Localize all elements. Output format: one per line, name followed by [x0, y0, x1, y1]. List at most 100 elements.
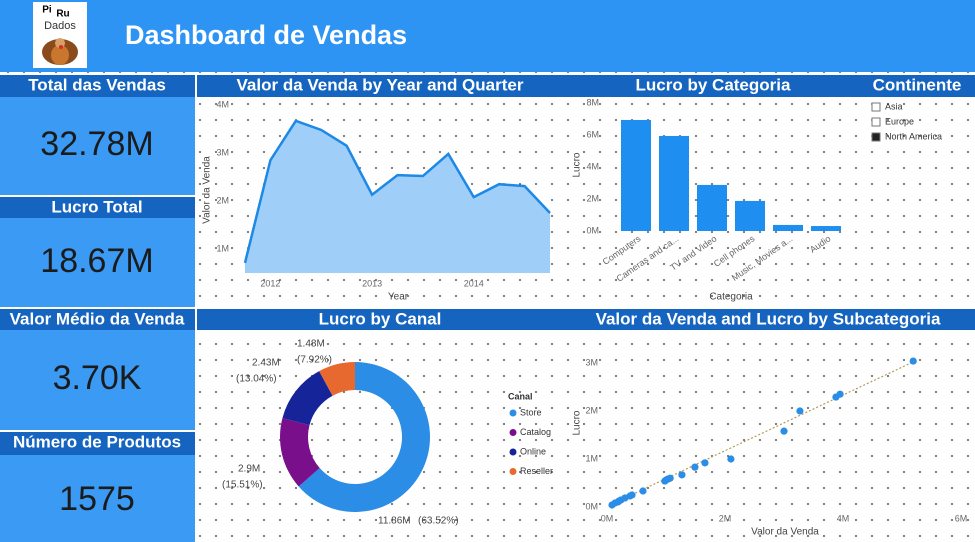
axis-title: Lucro	[572, 152, 583, 177]
kpi-panel	[0, 218, 195, 307]
y-tick-label: 4M	[216, 99, 229, 109]
slice	[298, 361, 430, 512]
x-tick-label: 2012	[260, 278, 280, 288]
data-label: (13.04%)	[236, 374, 277, 385]
legend-dot	[509, 468, 517, 475]
y-tick-label: 2M	[586, 193, 599, 203]
logo-text: Ru	[56, 9, 69, 20]
axis-title: Categoria	[709, 292, 753, 303]
checkbox[interactable]	[871, 102, 881, 112]
turkey-body	[51, 45, 69, 65]
x-tick-label: 4M	[837, 513, 850, 523]
legend-title: Canal	[508, 391, 533, 401]
checkbox[interactable]	[871, 117, 881, 127]
logo-text: Dados	[44, 20, 76, 32]
legend-label: Catalog	[520, 427, 551, 437]
bar	[659, 135, 689, 231]
kpi-header	[0, 75, 195, 97]
point	[639, 487, 647, 495]
checkbox[interactable]	[871, 132, 881, 142]
slicer-item[interactable]: Europe	[885, 116, 914, 126]
y-tick-label: 2M	[216, 195, 229, 205]
slice	[280, 418, 320, 487]
kpi-header	[0, 197, 195, 218]
bar	[773, 224, 803, 231]
x-tick-label: 0M	[601, 513, 614, 523]
axis-title: Lucro	[572, 410, 583, 435]
point	[691, 463, 699, 471]
data-label: (15.51%)	[222, 480, 263, 491]
y-tick-label: 8M	[586, 97, 599, 107]
legend-label: Reseller	[520, 466, 553, 476]
kpi-value: 32.78M	[40, 125, 153, 163]
slicer-item[interactable]: North America	[885, 131, 942, 141]
y-tick-label: 3M	[216, 147, 229, 157]
chart-title: Lucro by Canal	[319, 309, 442, 328]
point	[628, 491, 636, 499]
chart-title: Lucro by Categoria	[636, 75, 791, 94]
chart-title: Valor da Venda and Lucro by Subcategoria	[596, 309, 941, 328]
slice	[319, 362, 355, 396]
kpi-panel	[0, 97, 195, 195]
data-label: (63.52%)	[418, 516, 459, 527]
slice	[282, 371, 333, 426]
logo: Pi Ru Dados	[33, 2, 87, 68]
data-label: 2.9M	[238, 464, 260, 475]
bar	[697, 184, 727, 231]
y-tick-label: 2M	[585, 405, 598, 415]
kpi-header	[0, 432, 195, 455]
section-header	[197, 309, 975, 330]
data-label: (7.92%)	[297, 355, 332, 366]
slicer-item[interactable]: Asia	[885, 101, 903, 111]
strips	[0, 75, 975, 542]
x-tick-label: 2013	[362, 278, 382, 288]
turkey-wattle	[59, 45, 63, 49]
point	[780, 427, 788, 435]
bar	[735, 200, 765, 231]
legend-label: Store	[520, 407, 542, 417]
point	[796, 407, 804, 415]
slicer-title: Continente	[873, 75, 962, 94]
axis-title: Valor da Venda	[751, 527, 819, 538]
kpi-value: 18.67M	[40, 242, 153, 280]
kpi-value: 1575	[59, 480, 135, 518]
legend-dot	[509, 448, 517, 456]
trend-line	[609, 361, 914, 506]
line	[243, 119, 551, 264]
kpi-value: 3.70K	[53, 359, 142, 397]
y-tick-label: 4M	[586, 161, 599, 171]
kpi-panel	[0, 330, 195, 430]
data-label: 1.48M	[297, 339, 325, 350]
point	[909, 357, 917, 365]
bar	[621, 119, 651, 231]
data-label: 2.43M	[252, 358, 280, 369]
y-tick-label: 1M	[216, 243, 229, 253]
legend-label: Online	[520, 446, 546, 456]
kpi-label: Total das Vendas	[28, 75, 166, 94]
y-tick-label: 0M	[585, 501, 598, 511]
kpi-panel	[0, 455, 195, 542]
logo-text: Pi	[42, 5, 52, 16]
kpi-header	[0, 309, 195, 330]
chart-title: Valor da Venda by Year and Quarter	[237, 75, 524, 94]
point	[836, 390, 844, 398]
bar	[811, 226, 841, 231]
point	[678, 471, 686, 479]
axis-title: Valor da Venda	[202, 156, 213, 224]
kpi-label: Valor Médio da Venda	[10, 309, 185, 328]
turkey-head	[55, 38, 65, 48]
point	[727, 455, 735, 463]
section-header	[197, 75, 975, 97]
y-tick-label: 6M	[586, 129, 599, 139]
kpi-label: Número de Produtos	[13, 432, 181, 451]
y-tick-label: 3M	[585, 357, 598, 367]
legend-dot	[509, 429, 517, 436]
x-tick-label: 6M	[955, 513, 968, 523]
top-bar	[0, 0, 975, 72]
x-tick-label: 2M	[719, 513, 732, 523]
x-tick-label: Audio	[808, 233, 833, 254]
legend-dot	[509, 409, 517, 417]
data-label: 11.86M	[378, 516, 411, 527]
